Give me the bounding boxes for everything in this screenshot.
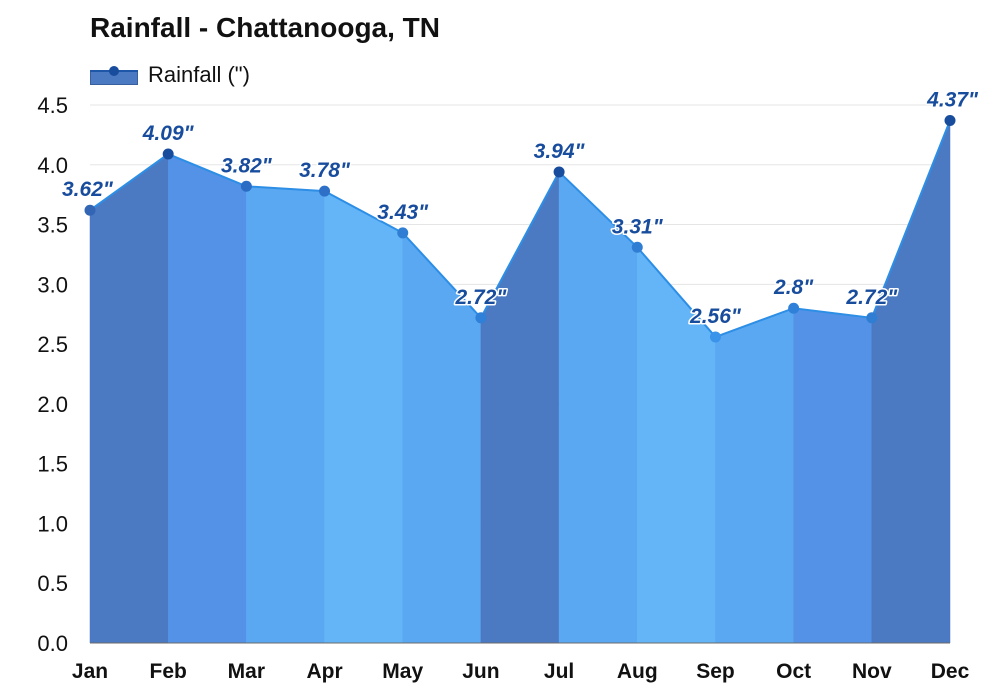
data-label: 3.94" [534,140,586,163]
data-point[interactable] [397,227,409,239]
x-tick-label: Jan [72,660,108,683]
area-segment [167,153,247,644]
data-label: 3.78" [299,159,351,182]
y-tick-label: 1.5 [37,452,68,477]
data-point[interactable] [475,312,487,324]
area-segment [324,190,403,644]
x-tick-label: Aug [617,660,658,683]
area-segment [480,171,560,644]
legend-swatch-marker [109,66,119,76]
data-point[interactable] [631,241,643,253]
data-point[interactable] [788,302,800,314]
y-tick-label: 1.0 [37,511,68,536]
data-label: 3.82" [221,154,273,177]
data-point[interactable] [319,185,331,197]
y-tick-label: 4.0 [37,153,68,178]
area-segment [89,153,169,644]
x-tick-label: May [382,660,423,683]
x-tick-label: Sep [696,660,735,683]
data-point[interactable] [240,180,252,192]
x-tick-label: Dec [931,660,970,683]
area-segment [558,171,638,644]
y-tick-label: 3.0 [37,272,68,297]
x-tick-label: Mar [228,660,265,683]
x-tick-label: Nov [852,660,892,683]
area-segment [246,186,325,644]
y-tick-label: 2.0 [37,392,68,417]
x-tick-label: Jul [544,660,574,683]
y-tick-label: 0.0 [37,631,68,656]
data-point[interactable] [84,204,96,216]
data-label: 4.09" [142,122,195,145]
y-tick-label: 4.5 [37,93,68,118]
legend[interactable]: Rainfall (") [90,60,250,90]
area-segment [793,307,873,644]
data-label: 2.8" [773,276,814,299]
series-line [89,120,951,339]
x-tick-label: Feb [150,660,187,683]
area-segment [871,120,951,644]
y-tick-label: 0.5 [37,571,68,596]
chart-title: Rainfall - Chattanooga, TN [90,12,440,43]
data-point[interactable] [709,331,721,343]
legend-label: Rainfall (") [148,62,250,87]
data-label: 4.37" [926,89,979,112]
legend-swatch [90,65,138,85]
x-tick-label: Jun [462,660,499,683]
data-point[interactable] [944,115,956,127]
data-point[interactable] [866,312,878,324]
data-label: 2.72" [845,286,898,309]
data-point[interactable] [553,166,565,178]
x-tick-label: Apr [306,660,342,683]
data-label: 3.62" [62,178,114,201]
data-label: 3.43" [377,201,429,224]
data-label: 2.56" [689,305,742,328]
area-segment [715,307,794,644]
y-tick-label: 2.5 [37,332,68,357]
data-point[interactable] [162,148,174,160]
x-tick-label: Oct [776,660,811,683]
y-tick-label: 3.5 [37,213,68,238]
data-label: 2.72" [454,286,507,309]
data-label: 3.31" [612,215,664,238]
